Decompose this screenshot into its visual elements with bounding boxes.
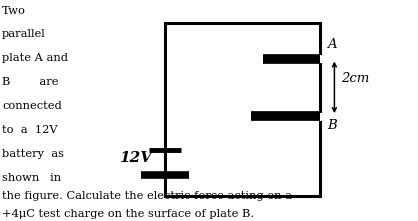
Text: the figure. Calculate the electric force acting on a: the figure. Calculate the electric force…	[2, 191, 292, 201]
Text: 12V: 12V	[119, 151, 153, 165]
Text: to  a  12V: to a 12V	[2, 125, 58, 135]
Text: 2cm: 2cm	[341, 72, 369, 85]
Text: connected: connected	[2, 101, 62, 111]
Text: parallel: parallel	[2, 29, 46, 39]
Text: A: A	[327, 38, 337, 51]
Text: B: B	[327, 120, 337, 132]
Text: +4μC test charge on the surface of plate B.: +4μC test charge on the surface of plate…	[2, 209, 254, 219]
Text: plate A and: plate A and	[2, 53, 68, 63]
Text: Two: Two	[2, 6, 26, 15]
Text: B        are: B are	[2, 77, 59, 87]
Text: shown   in: shown in	[2, 173, 61, 183]
Text: battery  as: battery as	[2, 149, 64, 159]
